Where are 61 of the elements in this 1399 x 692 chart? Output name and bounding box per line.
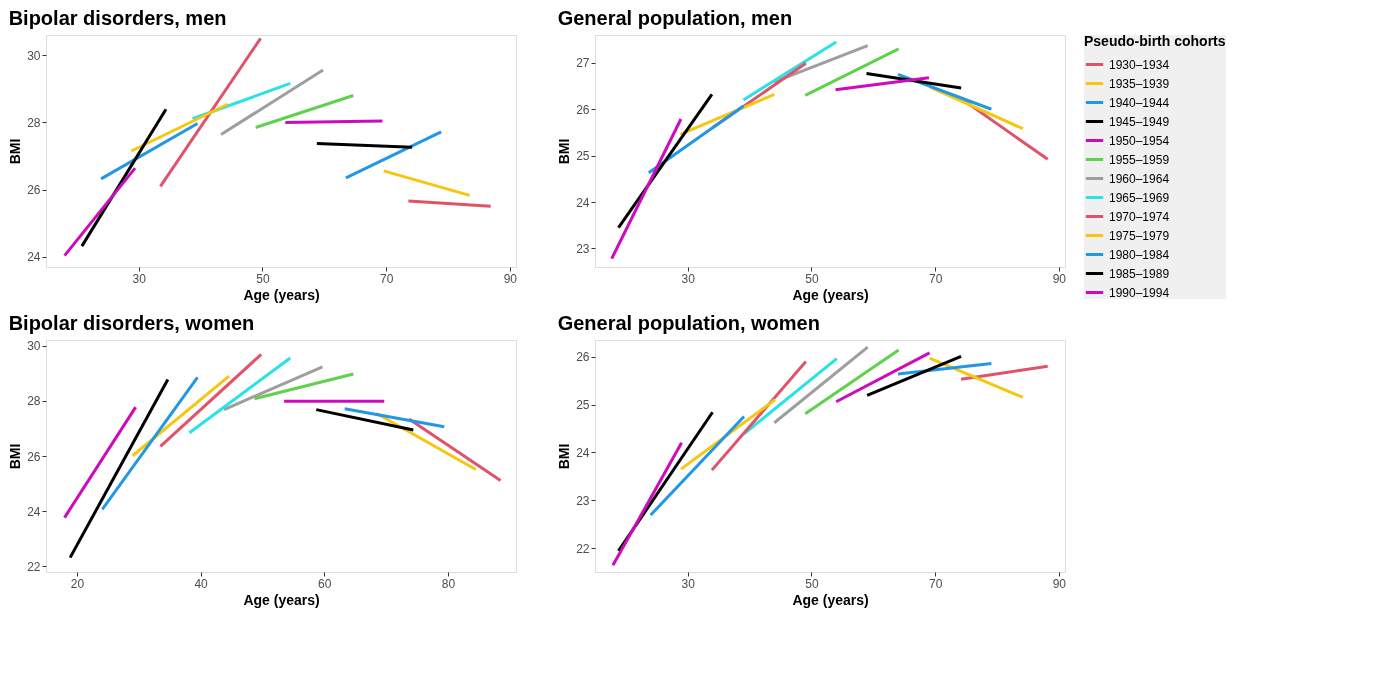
legend-label: 1935–1939 [1109,76,1170,91]
x-tick-label: 40 [194,576,209,591]
legend-label: 1970–1974 [1109,209,1170,224]
y-tick-label: 26 [27,183,41,198]
x-axis-title: Age (years) [243,286,320,303]
x-tick-label: 70 [379,271,394,286]
legend-label: 1955–1959 [1109,152,1170,167]
x-tick-label: 50 [805,271,819,286]
y-tick-label: 25 [576,149,590,164]
y-axis-title: BMI [7,443,24,470]
legend-label: 1960–1964 [1109,171,1170,186]
y-tick-label: 23 [576,241,590,256]
y-tick-label: 26 [27,449,41,464]
x-tick-label: 90 [1052,271,1067,286]
x-axis-title: Age (years) [792,286,869,303]
y-tick-label: 26 [576,102,590,117]
legend-label: 1990–1994 [1109,285,1170,300]
y-tick-label: 24 [27,250,41,265]
x-axis-title: Age (years) [243,591,320,608]
legend-label: 1930–1934 [1109,57,1170,72]
y-axis-title: BMI [556,443,573,470]
chart-title: Bipolar disorders, men [8,7,227,29]
x-tick-label: 60 [318,576,332,591]
y-axis-title: BMI [7,138,24,165]
legend-label: 1980–1984 [1109,247,1170,262]
legend-label: 1985–1989 [1109,266,1170,281]
y-axis-title: BMI [556,138,573,165]
y-tick-label: 23 [576,493,590,508]
legend-label: 1975–1979 [1109,228,1170,243]
legend-title: Pseudo‑birth cohorts [1084,33,1226,49]
y-tick-label: 27 [576,56,590,71]
y-tick-label: 26 [576,350,590,365]
x-tick-label: 70 [928,576,943,591]
y-tick-label: 24 [27,504,41,519]
legend-label: 1940–1944 [1109,95,1170,110]
legend-label: 1945–1949 [1109,114,1170,129]
y-tick-label: 30 [27,339,41,354]
y-tick-label: 24 [576,445,590,460]
legend-label: 1950–1954 [1109,133,1170,148]
x-tick-label: 50 [805,576,819,591]
x-tick-label: 90 [1052,576,1067,591]
chart-title: General population, men [557,7,793,29]
y-tick-label: 28 [27,394,41,409]
x-tick-label: 30 [681,576,696,591]
x-tick-label: 50 [256,271,270,286]
y-tick-label: 22 [576,541,590,556]
chart-title: Bipolar disorders, women [8,311,255,334]
y-tick-label: 28 [27,115,41,130]
y-tick-label: 24 [576,195,590,210]
x-tick-label: 30 [132,271,147,286]
y-tick-label: 22 [27,559,41,574]
x-axis-title: Age (years) [792,591,869,608]
chart-title: General population, women [557,312,820,334]
x-tick-label: 90 [503,271,518,286]
legend-label: 1965–1969 [1109,190,1170,205]
x-tick-label: 20 [70,576,85,591]
x-tick-label: 80 [441,576,456,591]
x-tick-label: 70 [928,271,943,286]
y-tick-label: 30 [27,48,41,63]
x-tick-label: 30 [681,271,696,286]
y-tick-label: 25 [576,398,590,413]
